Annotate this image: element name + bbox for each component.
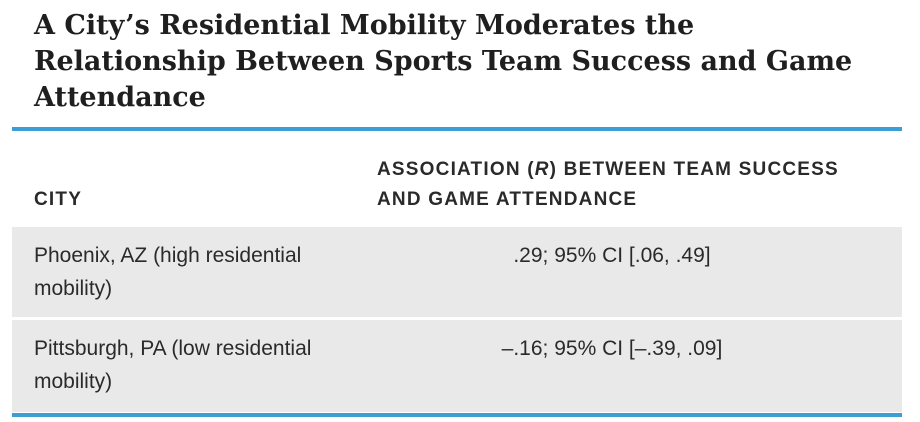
- header-association-prefix: ASSOCIATION (: [377, 159, 535, 180]
- city-cell: Pittsburgh, PA (low residential mobility…: [34, 337, 312, 393]
- top-rule: [12, 127, 902, 131]
- association-cell: .29; 95% CI [.06, .49]: [513, 244, 711, 267]
- header-city: CITY: [34, 189, 83, 210]
- table-row: Phoenix, AZ (high residential mobility) …: [12, 227, 902, 317]
- header-association: ASSOCIATION (r) BETWEEN TEAM SUCCESS AND…: [377, 155, 857, 215]
- bottom-rule: [12, 413, 902, 417]
- table-header-row: CITY ASSOCIATION (r) BETWEEN TEAM SUCCES…: [12, 131, 902, 227]
- table-row: Pittsburgh, PA (low residential mobility…: [12, 320, 902, 412]
- data-table: CITY ASSOCIATION (r) BETWEEN TEAM SUCCES…: [12, 131, 902, 412]
- table-title: A City’s Residential Mobility Moderates …: [34, 10, 853, 113]
- header-association-suffix: ) BETWEEN TEAM SUCCESS AND GAME ATTENDAN…: [377, 159, 839, 210]
- city-cell: Phoenix, AZ (high residential mobility): [34, 244, 302, 300]
- header-association-r: r: [534, 159, 550, 180]
- association-cell: –.16; 95% CI [–.39, .09]: [501, 337, 723, 360]
